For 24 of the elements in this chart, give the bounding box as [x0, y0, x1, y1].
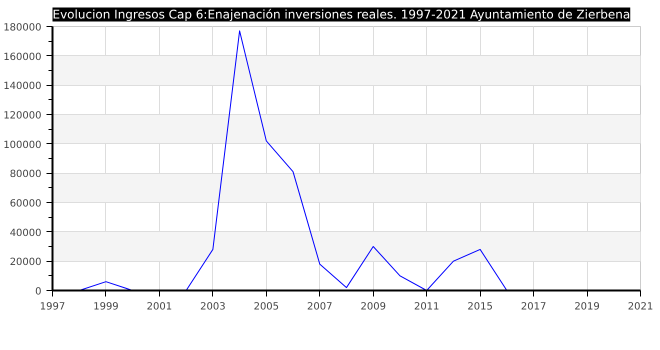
x-tick-label: 2001 — [146, 302, 172, 312]
y-tick-label: 180000 — [3, 22, 42, 34]
x-tick-label: 2015 — [467, 302, 493, 312]
y-tick-label: 140000 — [3, 81, 42, 92]
x-tick-label: 1997 — [40, 302, 66, 312]
x-tick-label: 2017 — [520, 302, 546, 312]
line-series — [78, 30, 508, 290]
y-tick-label: 100000 — [3, 140, 42, 151]
x-tick-label: 2019 — [574, 302, 600, 312]
y-tick-label: 160000 — [3, 52, 42, 63]
x-tick-label: 2011 — [414, 302, 440, 312]
y-tick-label: 60000 — [10, 198, 42, 210]
x-tick-label: 2003 — [200, 302, 226, 312]
y-tick-label: 20000 — [10, 257, 42, 268]
x-tick-label: 2007 — [307, 302, 332, 312]
x-tick-label: 2005 — [254, 302, 280, 312]
y-tick-label: 80000 — [10, 169, 42, 180]
y-tick-label: 120000 — [3, 110, 42, 122]
y-tick-label: 40000 — [10, 228, 42, 239]
x-tick-label: 2009 — [360, 302, 386, 312]
y-tick-label: 0 — [35, 286, 42, 298]
x-tick-label: 1999 — [93, 302, 119, 312]
x-tick-label: 2021 — [628, 302, 654, 312]
chart-title: Evolucion Ingresos Cap 6:Enajenación inversiones reales. 1997-2021 Ayuntamiento de Zierbena — [52, 8, 630, 22]
